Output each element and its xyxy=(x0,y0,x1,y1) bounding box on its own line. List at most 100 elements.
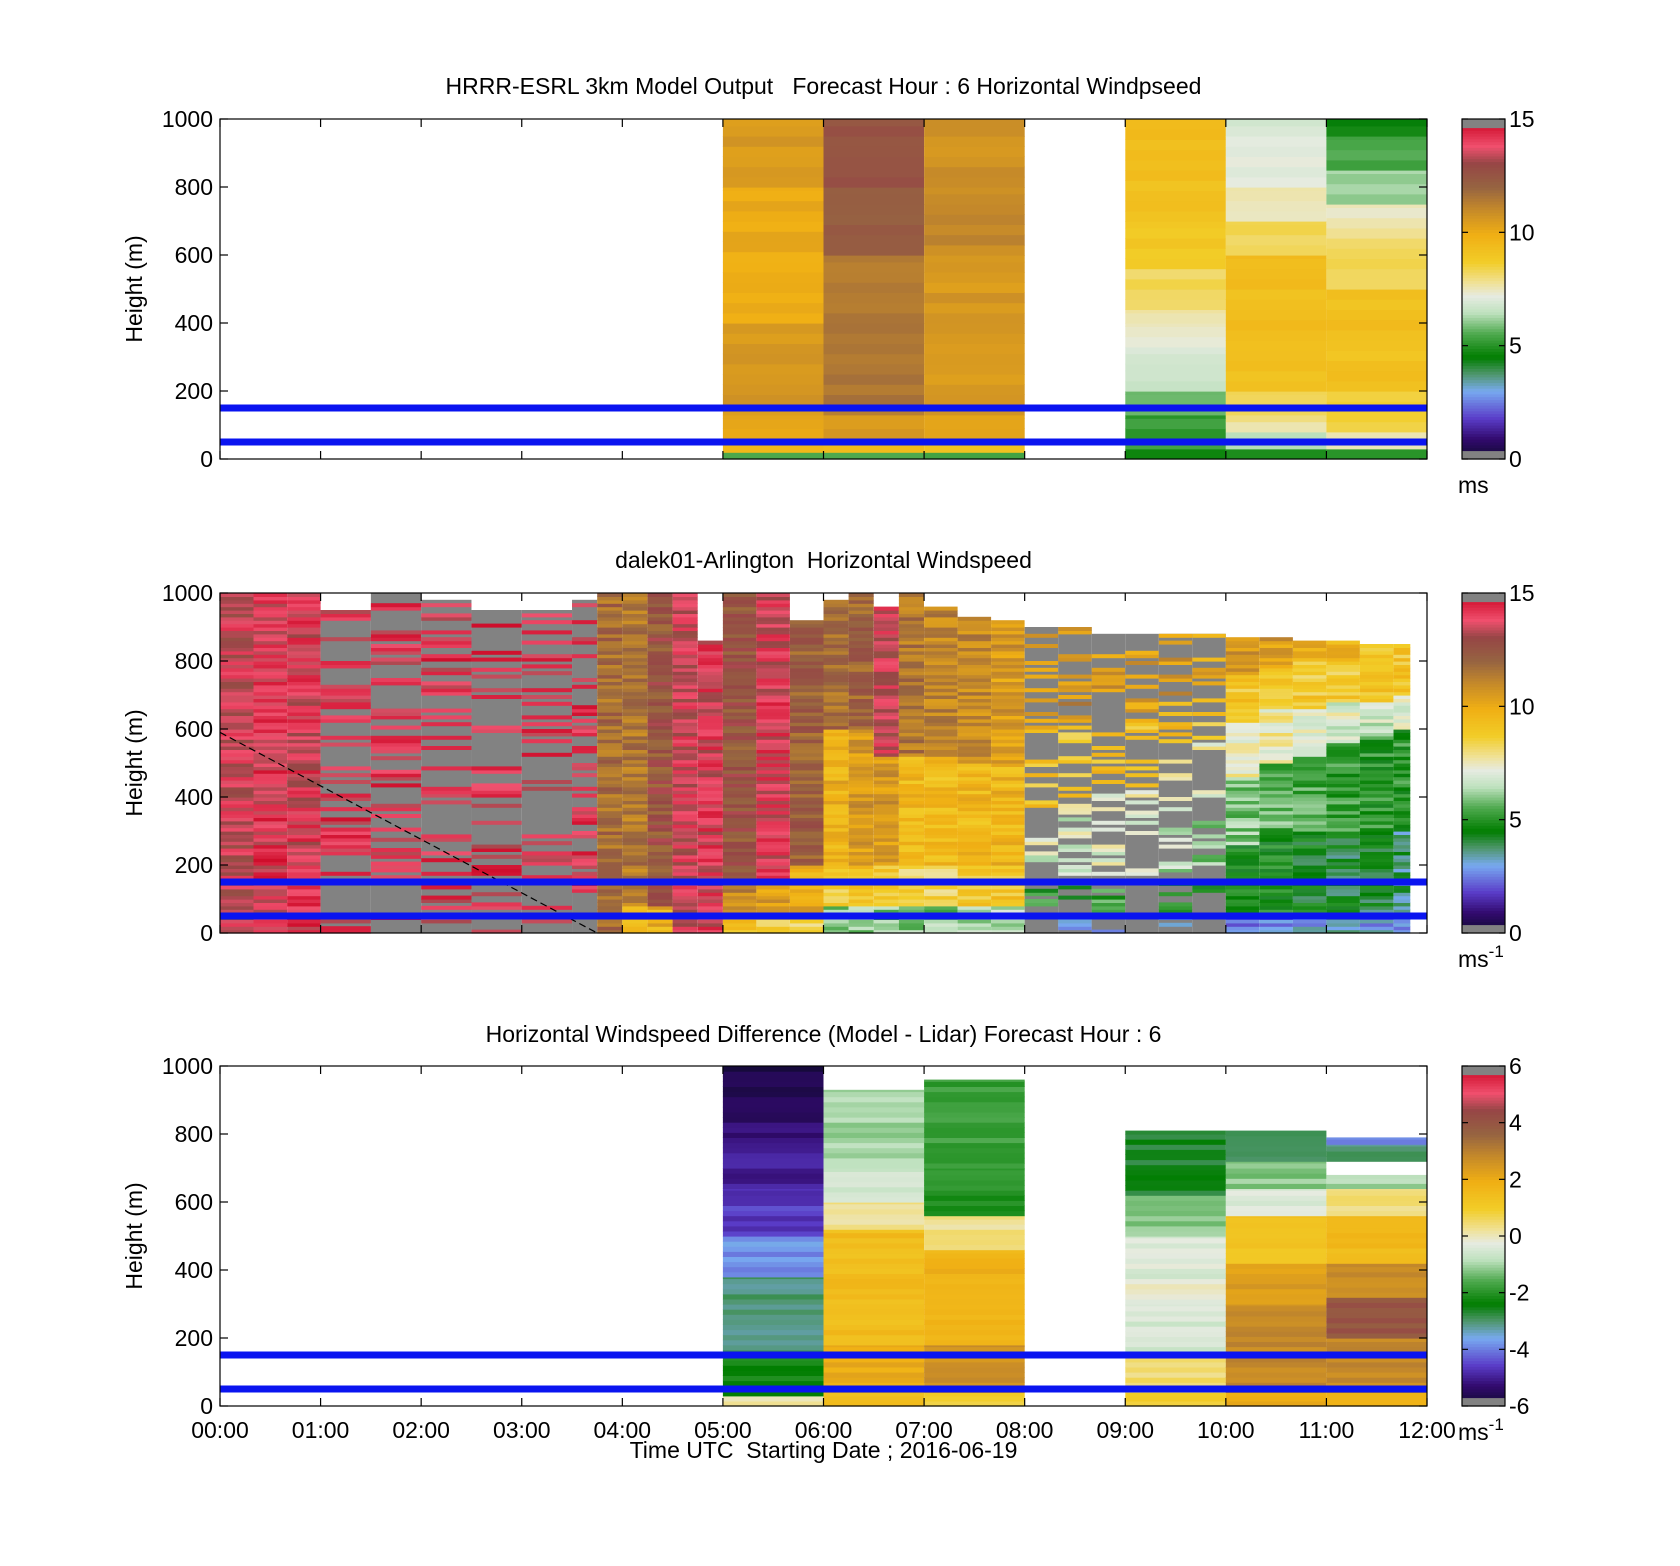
heatmap-cell xyxy=(1225,1242,1327,1249)
heatmap-cell xyxy=(370,681,422,686)
heatmap-cell xyxy=(823,674,849,679)
heatmap-cell xyxy=(1225,1395,1327,1402)
heatmap-cell xyxy=(991,695,1025,699)
heatmap-cell xyxy=(1326,1217,1427,1223)
heatmap-cell xyxy=(1259,810,1293,815)
heatmap-cell xyxy=(471,865,522,869)
heatmap-cell xyxy=(848,837,874,842)
heatmap-cell xyxy=(1225,1263,1327,1269)
heatmap-cell xyxy=(924,756,958,761)
heatmap-cell xyxy=(924,620,958,625)
heatmap-cell xyxy=(253,861,287,866)
heatmap-cell xyxy=(697,892,723,897)
heatmap-cell xyxy=(924,1168,1025,1171)
colorbar-cell xyxy=(1462,1066,1505,1070)
heatmap-cell xyxy=(287,895,321,900)
heatmap-cell xyxy=(898,834,924,839)
heatmap-cell xyxy=(722,1086,824,1093)
heatmap-cell xyxy=(1125,1130,1226,1135)
heatmap-cell xyxy=(1225,776,1260,781)
heatmap-cell xyxy=(521,688,573,693)
heatmap-cell xyxy=(1225,1341,1327,1348)
heatmap-cell xyxy=(1292,834,1327,839)
heatmap-cell xyxy=(697,854,723,859)
heatmap-cell xyxy=(1259,705,1293,710)
heatmap-cell xyxy=(823,793,849,798)
colorbar-cell xyxy=(1462,697,1505,702)
heatmap-cell xyxy=(220,763,254,767)
heatmap-cell xyxy=(320,610,371,614)
heatmap-cell xyxy=(722,698,757,703)
heatmap-cell xyxy=(823,156,925,168)
colorbar-cell xyxy=(1462,737,1505,741)
heatmap-cell xyxy=(991,657,1025,662)
heatmap-cell xyxy=(287,773,321,778)
heatmap-cell xyxy=(957,763,992,767)
heatmap-cell xyxy=(924,1329,1025,1336)
colorbar-cell xyxy=(1462,833,1505,838)
heatmap-cell xyxy=(597,800,623,805)
colorbar-cell xyxy=(1462,618,1505,622)
heatmap-cell xyxy=(991,756,1025,761)
heatmap-cell xyxy=(873,729,899,733)
heatmap-cell xyxy=(622,684,648,689)
heatmap-cell xyxy=(823,814,849,818)
heatmap-cell xyxy=(898,892,924,897)
heatmap-cell xyxy=(622,718,648,723)
heatmap-cell xyxy=(924,1122,1025,1128)
heatmap-cell xyxy=(1259,875,1293,880)
heatmap-cell xyxy=(1225,1135,1327,1142)
heatmap-cell xyxy=(1225,698,1260,703)
heatmap-cell xyxy=(697,793,723,798)
heatmap-cell xyxy=(1225,1268,1327,1274)
heatmap-cell xyxy=(521,861,573,866)
heatmap-cell xyxy=(1326,790,1360,795)
heatmap-cell xyxy=(823,725,849,730)
heatmap-cell xyxy=(1125,1278,1226,1285)
heatmap-cell xyxy=(957,810,992,815)
heatmap-cell xyxy=(1225,820,1260,825)
colorbar-cell xyxy=(1462,1394,1505,1399)
heatmap-cell xyxy=(991,803,1025,808)
heatmap-cell xyxy=(848,807,874,812)
heatmap-cell xyxy=(722,599,757,604)
heatmap-cell xyxy=(991,793,1025,798)
heatmap-cell xyxy=(697,834,723,839)
heatmap-cell xyxy=(622,786,648,791)
heatmap-cell xyxy=(1292,871,1327,876)
heatmap-cell xyxy=(370,814,422,818)
heatmap-cell xyxy=(823,756,849,761)
heatmap-cell xyxy=(924,868,958,873)
heatmap-cell xyxy=(1292,650,1327,655)
heatmap-cell xyxy=(1091,746,1126,750)
heatmap-cell xyxy=(1292,803,1327,808)
heatmap-cell xyxy=(873,841,899,846)
heatmap-cell xyxy=(220,596,254,601)
heatmap-cell xyxy=(1393,667,1411,672)
heatmap-cells xyxy=(722,1066,1427,1407)
heatmap-cell xyxy=(697,858,723,863)
colorbar-cell xyxy=(1462,811,1505,815)
heatmap-cell xyxy=(1225,421,1327,433)
colorbar-cell xyxy=(1462,1346,1505,1350)
heatmap-cell xyxy=(1058,739,1092,744)
heatmap-cell xyxy=(220,729,254,733)
heatmap-cell xyxy=(823,678,849,682)
heatmap-cell xyxy=(697,929,723,934)
heatmap-cell xyxy=(957,667,992,672)
heatmap-cell xyxy=(873,756,899,761)
heatmap-cell xyxy=(287,820,321,825)
heatmap-cell xyxy=(957,837,992,842)
heatmap-cell xyxy=(572,729,598,733)
heatmap-cell xyxy=(1091,844,1126,849)
heatmap-cell xyxy=(924,633,958,638)
heatmap-cell xyxy=(1359,746,1394,750)
heatmap-cell xyxy=(823,790,849,795)
heatmap-cell xyxy=(924,766,958,771)
heatmap-cell xyxy=(924,1382,1025,1388)
heatmap-cell xyxy=(924,701,958,706)
heatmap-cell xyxy=(647,746,673,750)
heatmap-cell xyxy=(898,756,924,761)
colorbar-cell xyxy=(1462,907,1505,911)
